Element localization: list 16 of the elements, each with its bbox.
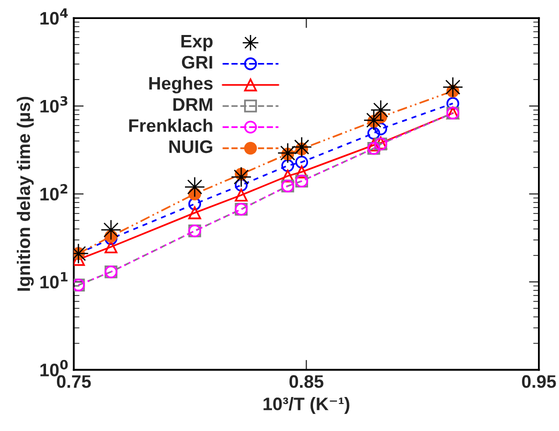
legend-label: DRM	[173, 98, 212, 111]
legend-label: Frenklach	[129, 118, 212, 132]
legend-label: Heghes	[149, 76, 213, 94]
x-tick-label: 0.75	[56, 375, 91, 388]
y-tick-label: 10$^{4}$	[40, 8, 68, 25]
legend-label: NUIG	[169, 140, 212, 154]
y-tick-label: 10$^{0}$	[40, 360, 68, 376]
x-axis-title: 10³/T (K⁻¹)	[264, 397, 350, 414]
y-tick-label: 10$^{3}$	[40, 96, 68, 113]
legend-label: GRI	[182, 56, 212, 69]
y-axis-title: Ignition delay time (µs)	[16, 96, 34, 291]
y-tick-label: 10$^{2}$	[40, 184, 68, 201]
y-tick-label: 10$^{1}$	[40, 272, 68, 288]
legend-label: Exp	[181, 34, 213, 52]
x-tick-label: 0.95	[522, 375, 556, 388]
x-tick-label: 0.85	[289, 375, 324, 388]
